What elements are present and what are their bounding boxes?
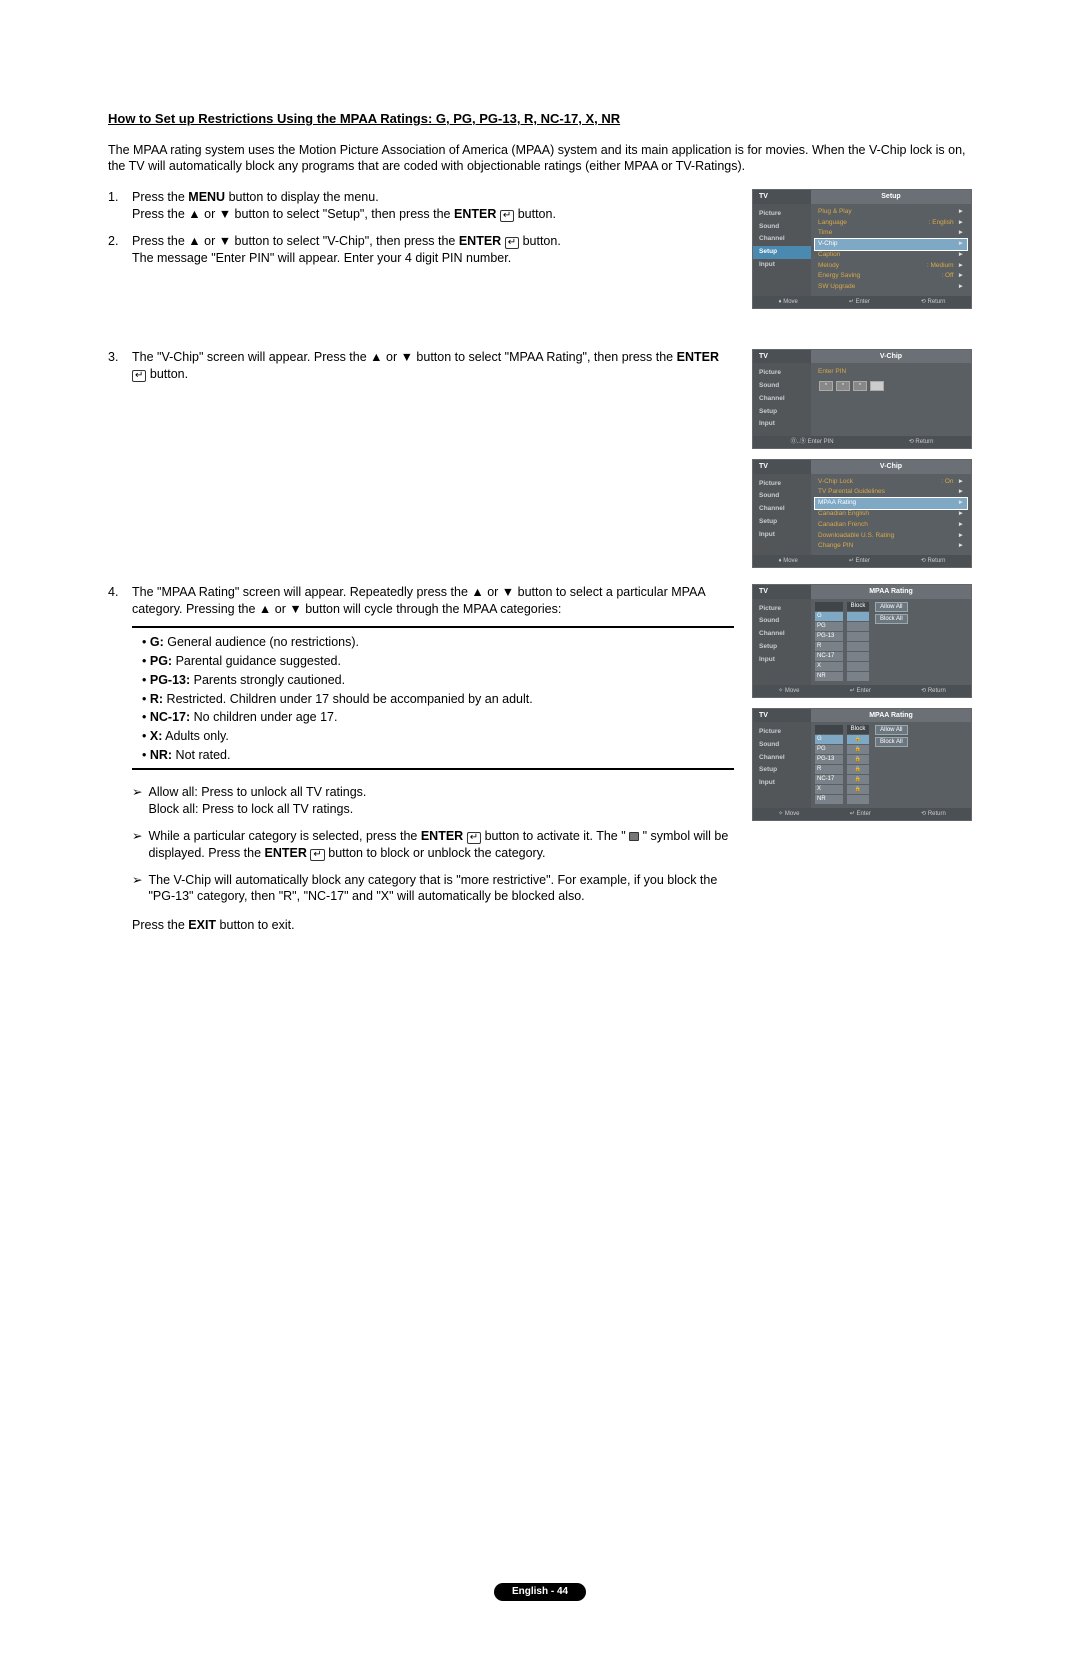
enter-label: ENTER	[459, 234, 501, 248]
exit-instruction: Press the EXIT button to exit.	[132, 917, 734, 934]
tv-screenshot-setup: TVSetup PictureSoundChannelSetupInput Pl…	[752, 189, 972, 309]
tv-main: GPGPG-13RNC-17XNRBlock🔒🔒🔒🔒🔒🔒 Allow AllBl…	[811, 722, 971, 808]
tv-sidebar: PictureSoundChannelSetupInput	[753, 722, 811, 808]
enter-icon: ↵	[500, 210, 514, 222]
tv-section-title: Setup	[811, 190, 971, 203]
enter-icon: ↵	[310, 849, 324, 861]
note-allow-block: ➢Allow all: Press to unlock all TV ratin…	[132, 784, 734, 818]
text: button.	[519, 234, 561, 248]
menu-label: MENU	[188, 190, 225, 204]
step-1: 1. Press the MENU button to display the …	[108, 189, 734, 223]
pin-entry: ***	[815, 379, 967, 393]
tv-main: Plug & Play►Language: English►Time►V-Chi…	[811, 204, 971, 296]
step-4: 4. The "MPAA Rating" screen will appear.…	[108, 584, 734, 934]
tv-sidebar: PictureSoundChannelSetupInput	[753, 204, 811, 296]
tv-screenshot-mpaa-1: TVMPAA Rating PictureSoundChannelSetupIn…	[752, 584, 972, 698]
tv-footer: ♦ Move↵ Enter⟲ Return	[753, 296, 971, 308]
tv-screenshot-vchip-menu: TVV-Chip PictureSoundChannelSetupInput V…	[752, 459, 972, 568]
tv-screenshot-mpaa-2: TVMPAA Rating PictureSoundChannelSetupIn…	[752, 708, 972, 822]
step-3: 3. The "V-Chip" screen will appear. Pres…	[108, 349, 734, 383]
text: Press the ▲ or ▼ button to select "Setup…	[132, 207, 454, 221]
divider	[132, 626, 734, 628]
text: The "V-Chip" screen will appear. Press t…	[132, 350, 677, 364]
step-number: 2.	[108, 233, 122, 267]
tv-footer: ♦ Move↵ Enter⟲ Return	[753, 555, 971, 567]
step-number: 4.	[108, 584, 122, 934]
tv-badge: TV	[753, 460, 811, 473]
rating-definitions: • G: General audience (no restrictions).…	[142, 634, 734, 764]
lock-icon	[629, 832, 639, 841]
page-footer: English - 44	[108, 1582, 972, 1601]
tv-badge: TV	[753, 190, 811, 203]
section-title: How to Set up Restrictions Using the MPA…	[108, 110, 972, 128]
enter-icon: ↵	[467, 832, 481, 844]
tv-section-title: MPAA Rating	[811, 585, 971, 598]
tv-main: V-Chip Lock: On►TV Parental Guidelines►M…	[811, 474, 971, 555]
text: Press the ▲ or ▼ button to select "V-Chi…	[132, 234, 459, 248]
tv-sidebar: PictureSoundChannelSetupInput	[753, 599, 811, 685]
enter-label: ENTER	[677, 350, 719, 364]
tv-footer: ✧ Move↵ Enter⟲ Return	[753, 808, 971, 820]
step-2: 2. Press the ▲ or ▼ button to select "V-…	[108, 233, 734, 267]
text: button.	[514, 207, 556, 221]
tv-badge: TV	[753, 709, 811, 722]
divider	[132, 768, 734, 770]
text: button to display the menu.	[225, 190, 379, 204]
step-number: 3.	[108, 349, 122, 383]
tv-sidebar: PictureSoundChannelSetupInput	[753, 363, 811, 436]
step-number: 1.	[108, 189, 122, 223]
note-activate: ➢While a particular category is selected…	[132, 828, 734, 862]
text: button.	[146, 367, 188, 381]
enter-label: ENTER	[454, 207, 496, 221]
tv-footer: ✧ Move↵ Enter⟲ Return	[753, 685, 971, 697]
tv-section-title: V-Chip	[811, 350, 971, 363]
enter-icon: ↵	[132, 370, 146, 382]
text: Press the	[132, 190, 188, 204]
enter-icon: ↵	[505, 237, 519, 249]
tv-main: GPGPG-13RNC-17XNRBlock Allow AllBlock Al…	[811, 599, 971, 685]
tv-main: Enter PIN ***	[811, 363, 971, 436]
intro-text: The MPAA rating system uses the Motion P…	[108, 142, 972, 176]
tv-section-title: MPAA Rating	[811, 709, 971, 722]
tv-sidebar: PictureSoundChannelSetupInput	[753, 474, 811, 555]
note-auto-block: ➢The V-Chip will automatically block any…	[132, 872, 734, 906]
tv-badge: TV	[753, 350, 811, 363]
enter-pin-label: Enter PIN	[815, 366, 967, 379]
text: The message "Enter PIN" will appear. Ent…	[132, 251, 511, 265]
tv-screenshot-enterpin: TVV-Chip PictureSoundChannelSetupInput E…	[752, 349, 972, 449]
tv-badge: TV	[753, 585, 811, 598]
text: The "MPAA Rating" screen will appear. Re…	[132, 585, 705, 616]
tv-section-title: V-Chip	[811, 460, 971, 473]
tv-footer: ⓪..⑨ Enter PIN⟲ Return	[753, 436, 971, 448]
